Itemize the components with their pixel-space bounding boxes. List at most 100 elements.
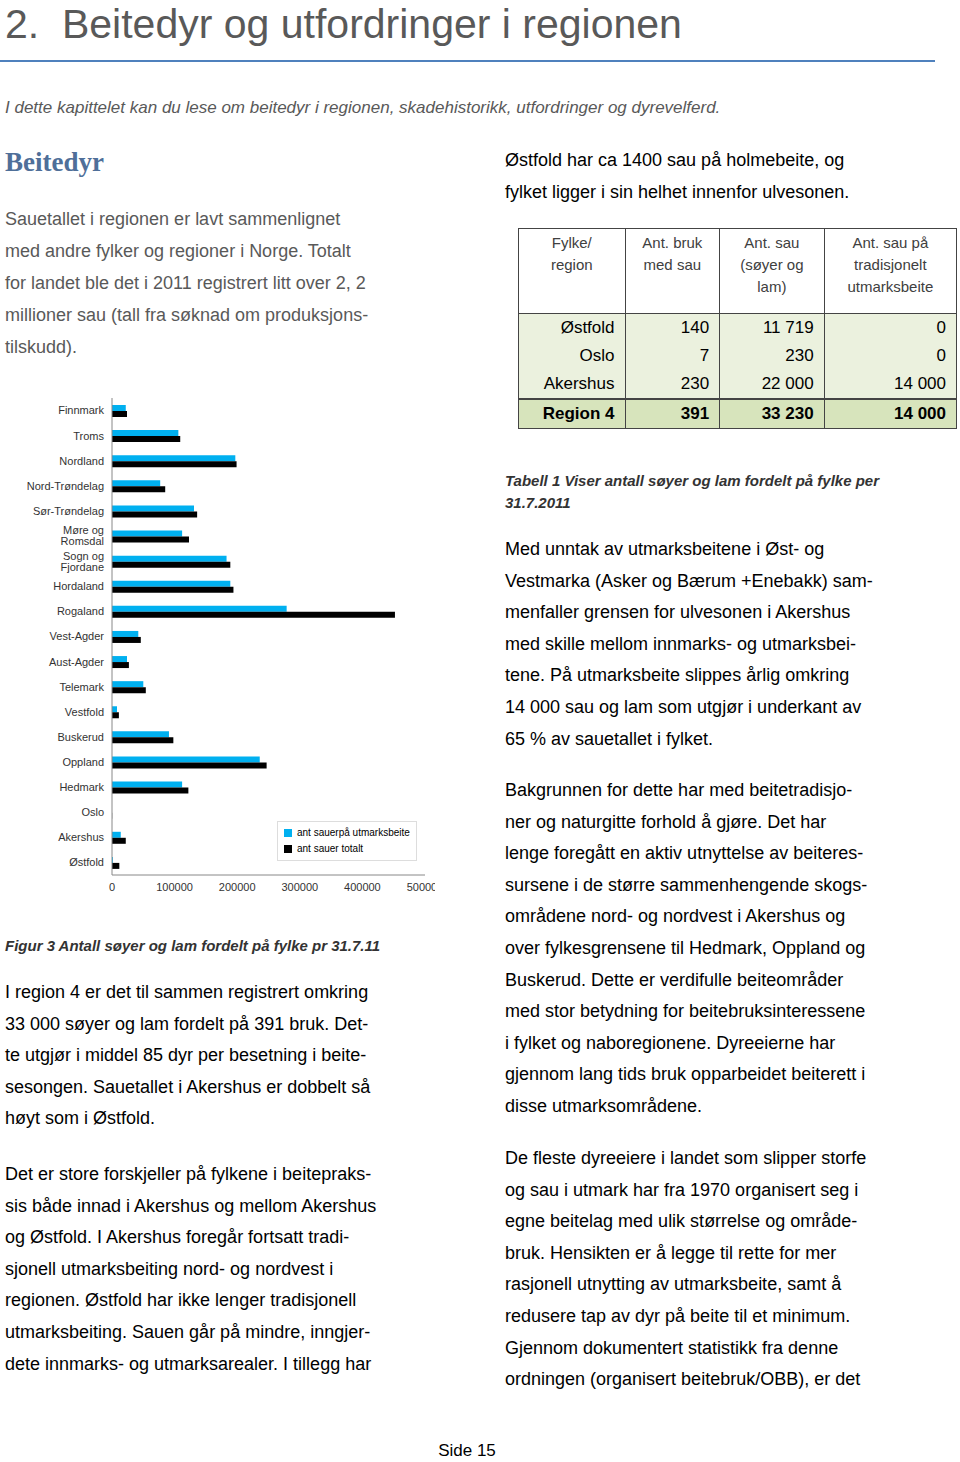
html-text:Bakgrunnen for dette har med b: Bakgrunnen for dette har med beitetradis… — [505, 780, 853, 800]
html-text:Østfold: Østfold — [560, 318, 615, 337]
svg-text:Sogn ogFjordane: Sogn ogFjordane — [61, 550, 104, 573]
svg-text:Finnmark: Finnmark — [58, 404, 104, 416]
html-text:med sau: med sau — [643, 256, 702, 273]
html-text:og sau i utmark har fra 1970 o: og sau i utmark har fra 1970 organisert … — [505, 1179, 859, 1200]
html-text:140: 140 — [680, 318, 710, 337]
html-text:tradisjonelt: tradisjonelt — [854, 256, 927, 273]
html-text:regionen. Østfold har ikke len: regionen. Østfold har ikke lenger tradis… — [5, 1290, 357, 1311]
html-text:Akershus: Akershus — [543, 374, 615, 393]
html-text:region: region — [550, 256, 593, 273]
html-text:Gjennom dokumentert statistikk: Gjennom dokumentert statistikk fra denne — [505, 1337, 839, 1358]
svg-text:Vestfold: Vestfold — [65, 706, 104, 718]
html-text:14 000: 14 000 — [894, 374, 946, 393]
svg-text:100000: 100000 — [156, 881, 193, 893]
html-text:rasjonell utnytting av utmarks: rasjonell utnytting av utmarksbeite, sam… — [505, 1274, 842, 1295]
html-text:fylket ligger i sin helhet inn: fylket ligger i sin helhet innenfor ulve… — [505, 182, 850, 202]
html-text:Ant. bruk: Ant. bruk — [642, 234, 703, 251]
svg-text:Buskerud: Buskerud — [58, 731, 104, 743]
html-text:områdene nord- og nordvest i A: områdene nord- og nordvest i Akershus og — [505, 906, 846, 927]
html-text:sis både innad i Akershus og m: sis både innad i Akershus og mellom Aker… — [5, 1195, 377, 1216]
svg-text:Hedmark: Hedmark — [59, 781, 104, 793]
html-text:11 719: 11 719 — [762, 318, 814, 337]
html-text:22 000: 22 000 — [761, 374, 814, 393]
svg-text:300000: 300000 — [281, 881, 318, 893]
html-text:33 230: 33 230 — [761, 404, 814, 423]
html-text:for landet ble det i 2011 regi: for landet ble det i 2011 registrert lit… — [5, 273, 366, 293]
html-text:utmarksbeite: utmarksbeite — [847, 278, 934, 295]
html-text:Fylke/: Fylke/ — [551, 234, 592, 251]
svg-text:Møre ogRomsdal: Møre ogRomsdal — [61, 524, 104, 547]
svg-text:Nordland: Nordland — [59, 455, 104, 467]
html-text:230: 230 — [785, 346, 814, 365]
html-text:bruk. Hensikten er å legge til: bruk. Hensikten er å legge til rette for… — [505, 1242, 837, 1263]
html-text:tilskudd).: tilskudd). — [5, 337, 77, 357]
svg-text:Aust-Agder: Aust-Agder — [49, 656, 104, 668]
svg-text:Nord-Trøndelag: Nord-Trøndelag — [27, 480, 104, 492]
html-text:utmarksbeiting. Sauen går på m: utmarksbeiting. Sauen går på mindre, inn… — [5, 1322, 371, 1342]
html-text:14 000: 14 000 — [894, 404, 946, 423]
html-text:sesongen. Sauetallet i Akershu: sesongen. Sauetallet i Akershus er dobbe… — [5, 1076, 371, 1097]
html-text:tene. På utmarksbeite slippes: tene. På utmarksbeite slippes årlig omkr… — [505, 665, 850, 686]
html-text:disse utmarksområdene.: disse utmarksområdene. — [505, 1095, 703, 1116]
html-text:Figur 3 Antall søyer og lam fo: Figur 3 Antall søyer og lam fordelt på f… — [5, 937, 381, 954]
html-text:I dette kapittelet kan du lese: I dette kapittelet kan du lese om beited… — [5, 98, 721, 117]
html-text:lenge foregått en aktiv utnytt: lenge foregått en aktiv utnyttelse av be… — [505, 843, 864, 864]
html-text:Med unntak av utmarksbeitene i: Med unntak av utmarksbeitene i Øst- og — [505, 539, 825, 559]
svg-text:Akershus: Akershus — [58, 831, 104, 843]
html-text:391: 391 — [680, 404, 710, 423]
html-text:14 000 sau og lam som utgjør i: 14 000 sau og lam som utgjør i underkant… — [505, 697, 862, 717]
svg-text:Rogaland: Rogaland — [57, 605, 104, 617]
html-text:redusere tap av dyr på beite t: redusere tap av dyr på beite til et mini… — [505, 1306, 851, 1326]
html-text:230: 230 — [680, 374, 710, 393]
html-text:Buskerud. Dette er verdifulle: Buskerud. Dette er verdifulle beiteområd… — [505, 969, 844, 990]
html-text:33 000 søyer og lam fordelt på: 33 000 søyer og lam fordelt på 391 bruk.… — [5, 1013, 369, 1034]
svg-text:Oppland: Oppland — [62, 756, 104, 768]
svg-text:400000: 400000 — [344, 881, 381, 893]
html-text:sursene i de større sammenheng: sursene i de større sammenhengende skogs… — [505, 874, 868, 895]
html-text:Sauetallet i regionen er lavt: Sauetallet i regionen er lavt sammenlign… — [5, 209, 341, 229]
html-text:med skille mellom innmarks- og: med skille mellom innmarks- og utmarksbe… — [505, 633, 857, 654]
svg-text:Troms: Troms — [73, 430, 104, 442]
html-text:Ant. sau: Ant. sau — [744, 234, 800, 251]
svg-text:Sør-Trøndelag: Sør-Trøndelag — [33, 505, 104, 517]
html-text:ner og naturgitte forhold å gj: ner og naturgitte forhold å gjøre. Det h… — [505, 811, 827, 832]
html-text:egne beitelag med ulik størrel: egne beitelag med ulik størrelse og områ… — [505, 1211, 858, 1232]
svg-text:200000: 200000 — [219, 881, 256, 893]
svg-text:Vest-Agder: Vest-Agder — [50, 630, 105, 642]
html-text:ordningen (organisert beitebru: ordningen (organisert beitebruk/OBB), er… — [505, 1369, 861, 1390]
html-text:sjonell utmarksbeiting nord- o: sjonell utmarksbeiting nord- og nordvest… — [5, 1258, 334, 1279]
html-text:høyt som i Østfold.: høyt som i Østfold. — [5, 1108, 155, 1129]
html-text:Tabell 1 Viser antall søyer og: Tabell 1 Viser antall søyer og lam forde… — [505, 472, 879, 489]
html-text:dete innmarks- og utmarksareal: dete innmarks- og utmarksarealer. I till… — [5, 1353, 372, 1374]
html-text:gjennom lang tids bruk opparbe: gjennom lang tids bruk opparbeidet beite… — [505, 1064, 866, 1085]
html-text:Region 4: Region 4 — [542, 404, 615, 423]
svg-text:Oslo: Oslo — [81, 806, 104, 818]
html-text:over fylkesgrensene til Hedmar: over fylkesgrensene til Hedmark, Oppland… — [505, 938, 866, 958]
html-text:Oslo: Oslo — [579, 346, 615, 365]
svg-text:Hordaland: Hordaland — [53, 580, 104, 592]
svg-text:500000: 500000 — [407, 881, 435, 893]
html-text:og Østfold. I Akershus foregår: og Østfold. I Akershus foregår fortsatt … — [5, 1227, 350, 1248]
html-text:i fylket og naboregionene. Dyr: i fylket og naboregionene. Dyreeierne ha… — [505, 1032, 836, 1053]
html-text:(søyer og: (søyer og — [740, 256, 804, 273]
html-text:Beitedyr: Beitedyr — [5, 147, 104, 177]
html-text:med andre fylker og regioner i: med andre fylker og regioner i Norge. To… — [5, 241, 351, 261]
svg-text:0: 0 — [109, 881, 115, 893]
html-text:De fleste dyreeiere i landet s: De fleste dyreeiere i landet som slipper… — [505, 1148, 867, 1168]
html-text:lam): lam) — [757, 278, 787, 295]
html-text:menfaller grensen for ulvesone: menfaller grensen for ulvesonen i Akersh… — [505, 602, 851, 623]
html-text:te utgjør i middel 85 dyr per: te utgjør i middel 85 dyr per besetning … — [5, 1045, 367, 1066]
html-text:65 % av sauetallet i fylket.: 65 % av sauetallet i fylket. — [505, 728, 714, 749]
svg-text:Østfold: Østfold — [69, 856, 104, 868]
html-text:Østfold har ca 1400 sau på hol: Østfold har ca 1400 sau på holmebeite, o… — [505, 150, 845, 170]
html-text:Ant. sau på: Ant. sau på — [852, 234, 929, 251]
html-text:31.7.2011: 31.7.2011 — [505, 494, 571, 511]
html-text:2. Beitedyr og utfordringer i: 2. Beitedyr og utfordringer i regionen — [5, 1, 682, 47]
html-text:Det er store forskjeller på fy: Det er store forskjeller på fylkene i be… — [5, 1164, 372, 1184]
svg-text:Telemark: Telemark — [59, 681, 104, 693]
html-text:I region 4 er det til sammen r: I region 4 er det til sammen registrert … — [5, 982, 369, 1002]
html-text:Side 15: Side 15 — [438, 1441, 496, 1460]
html-text:millioner sau (tall fra søknad: millioner sau (tall fra søknad om produk… — [5, 305, 369, 325]
html-text:Vestmarka (Asker og Bærum +Ene: Vestmarka (Asker og Bærum +Enebakk) sam- — [505, 570, 873, 591]
html-text:med stor betydning for beitebr: med stor betydning for beitebruksinteres… — [505, 1001, 866, 1022]
